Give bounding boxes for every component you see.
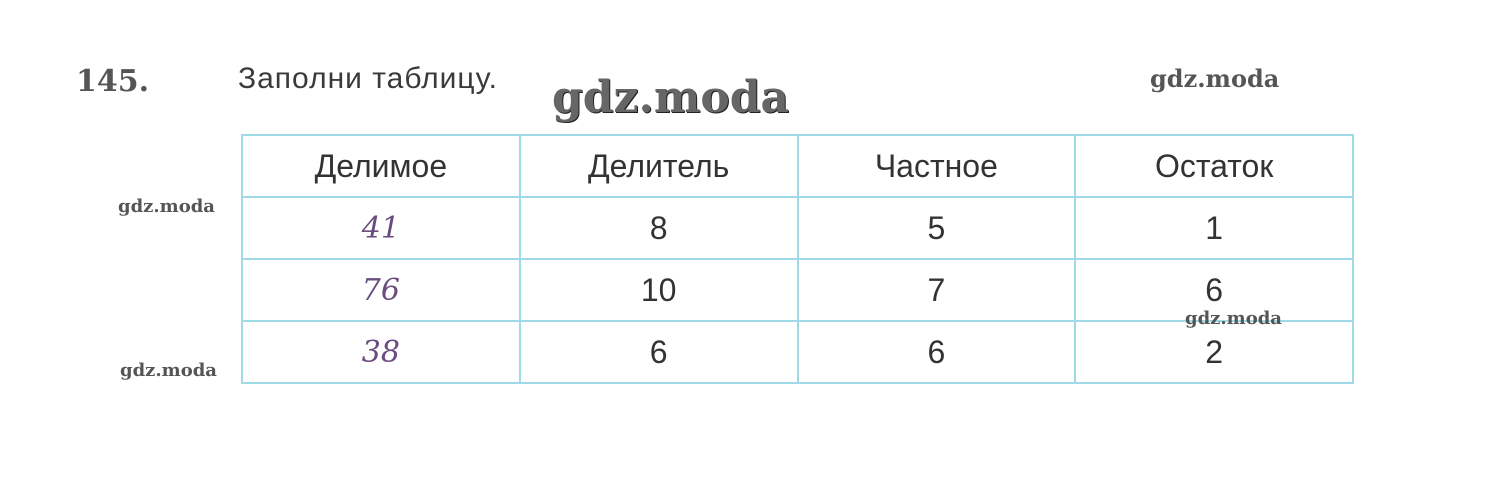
remainder-cell: 6 xyxy=(1074,258,1354,322)
exercise-number: 145. xyxy=(76,64,150,99)
watermark: gdz.moda xyxy=(118,196,215,217)
divisor-cell: 6 xyxy=(518,320,799,384)
table-row: 38 6 6 2 xyxy=(241,320,1354,384)
remainder-cell: 1 xyxy=(1074,196,1354,260)
dividend-cell: 76 xyxy=(241,258,521,322)
table-row: 41 8 5 1 xyxy=(241,196,1354,260)
header-cell: Делимое xyxy=(241,134,521,198)
exercise-instruction: Заполни таблицу. xyxy=(238,62,498,95)
header-cell: Частное xyxy=(796,134,1077,198)
watermark: gdz.moda xyxy=(120,360,217,381)
header-cell: Делитель xyxy=(518,134,799,198)
watermark: gdz.moda xyxy=(1185,308,1282,329)
quotient-cell: 6 xyxy=(796,320,1077,384)
quotient-cell: 7 xyxy=(796,258,1077,322)
remainder-cell: 2 xyxy=(1074,320,1354,384)
table-row: 76 10 7 6 xyxy=(241,258,1354,322)
divisor-cell: 8 xyxy=(518,196,799,260)
watermark: gdz.moda xyxy=(1150,64,1280,93)
table-header-row: Делимое Делитель Частное Остаток xyxy=(241,134,1354,198)
division-table: Делимое Делитель Частное Остаток 41 8 5 … xyxy=(241,134,1354,384)
dividend-cell: 38 xyxy=(241,320,521,384)
watermark: gdz.moda xyxy=(552,72,790,123)
dividend-cell: 41 xyxy=(241,196,521,260)
divisor-cell: 10 xyxy=(518,258,799,322)
quotient-cell: 5 xyxy=(796,196,1077,260)
header-cell: Остаток xyxy=(1074,134,1354,198)
